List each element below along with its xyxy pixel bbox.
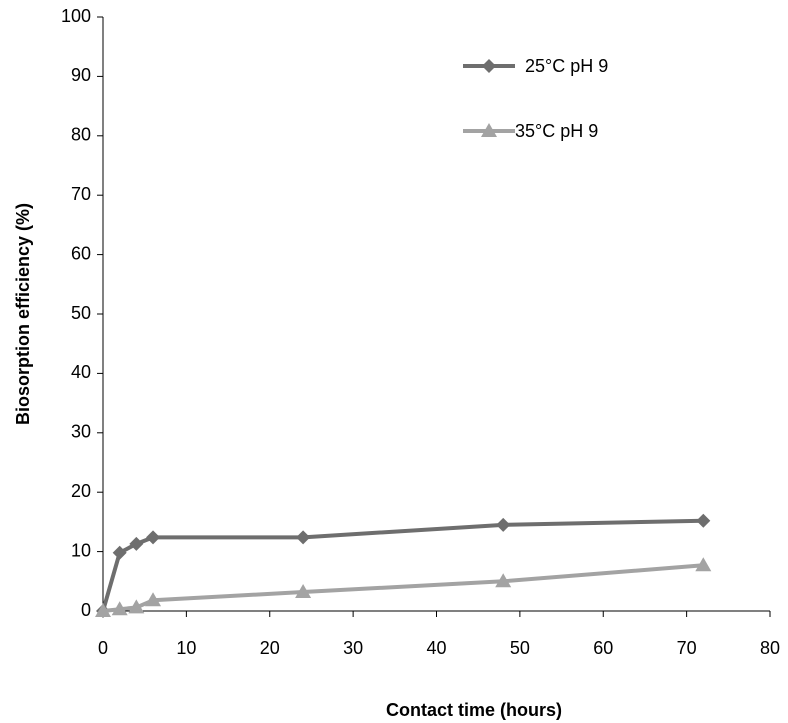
- marker-diamond: [129, 536, 144, 551]
- legend-label: 25°C pH 9: [525, 56, 609, 76]
- x-tick-label: 10: [176, 638, 196, 658]
- marker-diamond: [112, 545, 127, 560]
- marker-diamond: [482, 59, 496, 73]
- y-tick-label: 60: [71, 243, 91, 263]
- y-tick-label: 30: [71, 422, 91, 442]
- marker-triangle: [95, 603, 111, 617]
- x-tick-label: 80: [760, 638, 780, 658]
- x-tick-label: 0: [98, 638, 108, 658]
- marker-diamond: [146, 530, 161, 545]
- marker-triangle: [145, 592, 162, 607]
- marker-triangle: [695, 557, 712, 572]
- x-tick-label: 20: [260, 638, 280, 658]
- marker-triangle: [481, 123, 497, 137]
- y-tick-label: 70: [71, 184, 91, 204]
- y-tick-label: 90: [71, 65, 91, 85]
- marker-triangle: [128, 599, 145, 614]
- marker-diamond: [496, 517, 511, 532]
- y-tick-label: 80: [71, 125, 91, 145]
- series-line: [102, 563, 704, 613]
- x-tick-label: 70: [677, 638, 697, 658]
- y-tick-label: 100: [61, 6, 91, 26]
- y-tick-label: 20: [71, 481, 91, 501]
- marker-diamond: [296, 530, 311, 545]
- x-axis-title: Contact time (hours): [386, 700, 562, 720]
- marker-diamond: [696, 513, 711, 528]
- x-tick-label: 30: [343, 638, 363, 658]
- y-axis-title: Biosorption efficiency (%): [13, 203, 33, 425]
- x-tick-label: 60: [593, 638, 613, 658]
- marker-triangle: [495, 573, 512, 588]
- y-tick-label: 0: [81, 600, 91, 620]
- marker-triangle: [111, 601, 128, 616]
- y-tick-label: 50: [71, 303, 91, 323]
- marker-triangle: [295, 583, 312, 598]
- x-tick-label: 40: [426, 638, 446, 658]
- y-tick-label: 40: [71, 362, 91, 382]
- legend-label: 35°C pH 9: [515, 121, 599, 141]
- y-tick-label: 10: [71, 540, 91, 560]
- x-tick-label: 50: [510, 638, 530, 658]
